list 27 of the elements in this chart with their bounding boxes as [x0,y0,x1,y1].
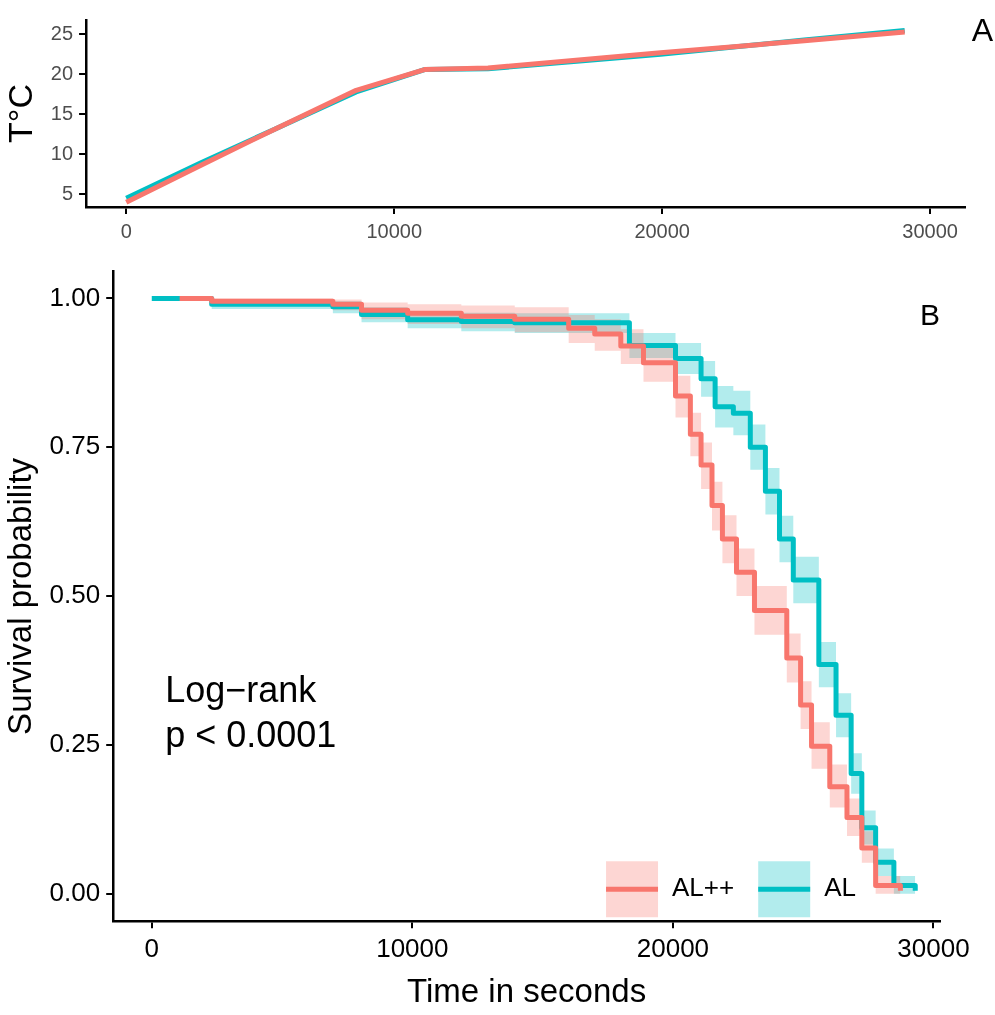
y-axis-title: Survival probability [0,457,38,735]
x-axis-title: Time in seconds [407,972,647,1010]
y-tick-label: 10 [50,141,74,164]
annotation: B [919,297,940,331]
y-tick-label: 0.50 [49,579,101,610]
y-tick-label: 20 [50,61,74,84]
annotation: Log−rank [165,668,318,710]
x-tick-label: 0 [144,932,159,963]
legend-label: AL [824,872,857,903]
x-tick-label: 0 [120,219,132,242]
y-axis-title: T°C [0,84,39,143]
y-tick-label: 15 [50,101,74,124]
x-tick-label: 20000 [634,219,690,242]
y-tick-label: 1.00 [49,281,101,312]
x-tick-label: 10000 [366,219,423,242]
legend-label: AL++ [672,872,735,903]
y-tick-label: 0.25 [49,728,101,759]
y-tick-label: 5 [61,181,74,204]
x-tick-label: 30000 [897,932,970,963]
x-tick-label: 10000 [376,932,449,963]
y-tick-label: 0.75 [49,430,101,461]
text: A [971,11,994,48]
y-tick-label: 25 [50,21,74,44]
y-tick-label: 0.00 [49,876,101,907]
x-tick-label: 30000 [902,219,958,242]
x-tick-label: 20000 [636,932,710,963]
annotation: p < 0.0001 [165,713,337,755]
